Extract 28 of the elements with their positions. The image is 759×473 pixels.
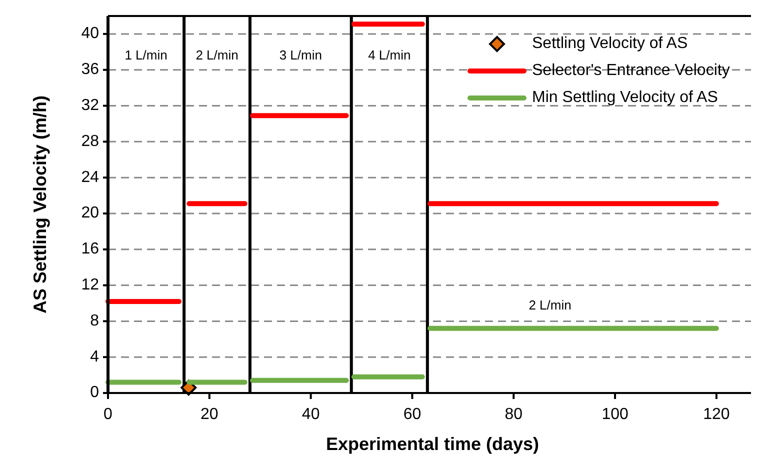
- x-axis-title: Experimental time (days): [326, 434, 540, 454]
- y-tick-label: 40: [81, 25, 100, 42]
- x-tick-label: 0: [104, 406, 113, 423]
- legend-label: Selector's Entrance Velocity: [532, 62, 730, 80]
- y-tick-label: 12: [81, 276, 100, 294]
- x-tick-label: 40: [302, 406, 320, 423]
- y-tick-label: 16: [81, 240, 100, 258]
- y-tick-label: 32: [81, 96, 100, 114]
- x-tick-label: 20: [200, 406, 218, 423]
- annotation: 4 L/min: [368, 47, 411, 62]
- y-tick-label: 24: [81, 168, 100, 186]
- legend-label: Min Settling Velocity of AS: [532, 89, 718, 106]
- annotation: 2 L/min: [196, 47, 238, 62]
- y-tick-label: 0: [90, 384, 100, 402]
- y-tick-label: 4: [90, 348, 100, 366]
- y-axis-title: AS Settling Velocity (m/h): [30, 95, 50, 314]
- y-tick-label: 28: [81, 132, 100, 150]
- annotation: 2 L/min: [528, 298, 572, 313]
- x-tick-label: 60: [403, 406, 422, 423]
- annotation: 1 L/min: [124, 47, 168, 62]
- legend-label: Settling Velocity of AS: [532, 35, 688, 52]
- y-tick-label: 36: [81, 61, 100, 78]
- y-tick-label: 20: [81, 204, 100, 222]
- x-tick-label: 80: [504, 406, 523, 423]
- x-tick-label: 100: [602, 406, 628, 423]
- y-tick-label: 8: [90, 312, 100, 330]
- annotation: 3 L/min: [279, 47, 322, 62]
- x-tick-label: 120: [703, 406, 730, 423]
